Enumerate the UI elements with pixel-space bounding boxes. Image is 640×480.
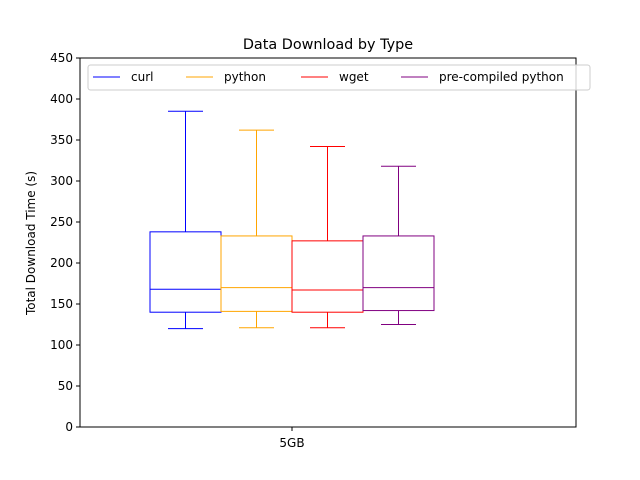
box-pre-compiled-python [362, 165, 435, 325]
y-tick-label: 350 [50, 133, 73, 147]
legend-label: pre-compiled python [439, 70, 564, 84]
iqr-box [149, 231, 222, 313]
box-wget [291, 146, 364, 329]
iqr-box [291, 240, 364, 313]
legend-label: wget [339, 70, 369, 84]
y-tick-label: 150 [50, 297, 73, 311]
plot-frame [79, 57, 577, 428]
legend-label: python [224, 70, 266, 84]
y-tick-label: 100 [50, 338, 73, 352]
legend-frame [87, 64, 591, 91]
x-axis-ticks: 5GB [279, 427, 305, 450]
chart-title: Data Download by Type [243, 37, 413, 53]
box-plots [149, 110, 435, 330]
y-tick-label: 200 [50, 256, 73, 270]
y-tick-label: 0 [65, 420, 73, 434]
box-curl [149, 110, 222, 330]
y-axis-label: Total Download Time (s) [24, 171, 38, 316]
y-tick-label: 50 [58, 379, 73, 393]
iqr-box [362, 235, 435, 312]
y-axis-ticks: 0 50 100 150 200 250 300 350 400 450 [50, 51, 80, 434]
x-tick-label: 5GB [279, 436, 304, 450]
iqr-box [220, 235, 293, 312]
legend: curl python wget pre-compiled python [87, 64, 591, 91]
y-tick-label: 300 [50, 174, 73, 188]
y-tick-label: 400 [50, 92, 73, 106]
box-python [220, 129, 293, 329]
legend-label: curl [131, 70, 153, 84]
y-tick-label: 450 [50, 51, 73, 65]
y-tick-label: 250 [50, 215, 73, 229]
